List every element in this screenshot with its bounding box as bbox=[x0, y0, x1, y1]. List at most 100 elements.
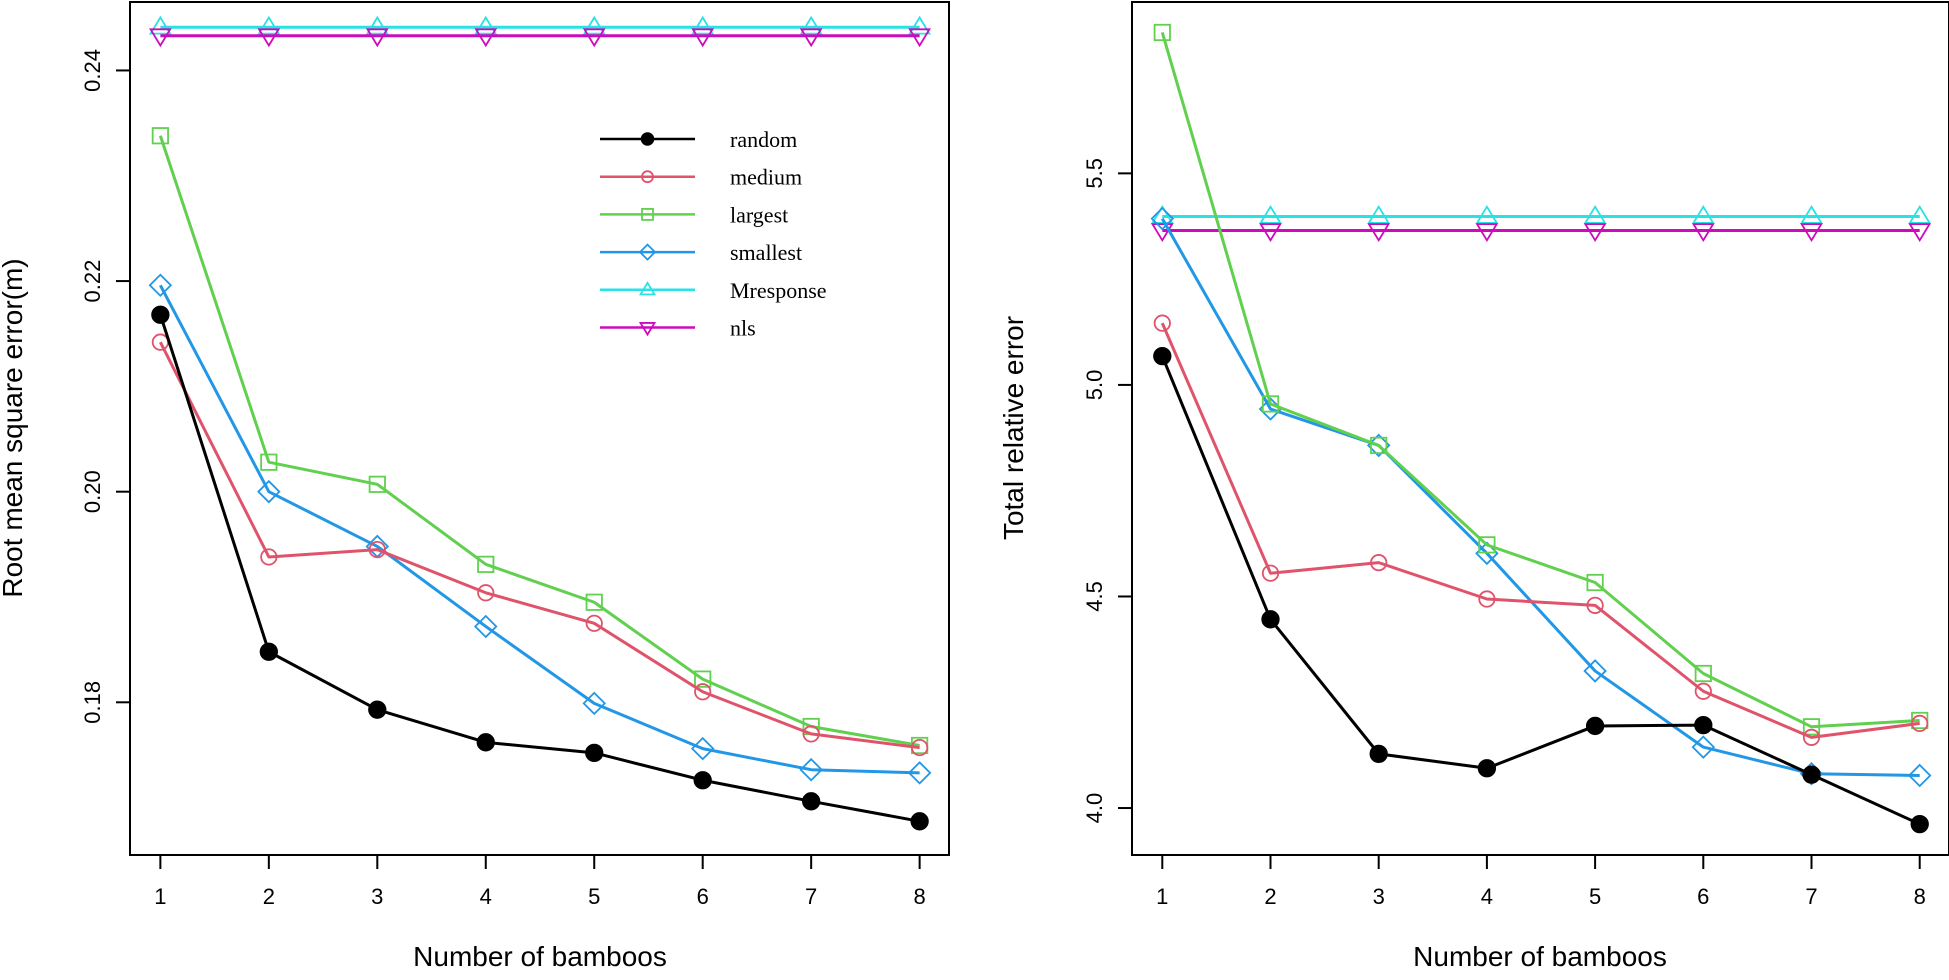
legend-label: nls bbox=[730, 316, 756, 341]
relative-error-point-medium bbox=[1261, 564, 1280, 582]
rmse-point-mresponse bbox=[582, 15, 606, 35]
rmse-point-largest bbox=[694, 670, 712, 688]
legend-label: smallest bbox=[730, 240, 802, 265]
rmse-y-tick-label: 0.20 bbox=[80, 470, 105, 513]
rmse-point-nls bbox=[148, 28, 172, 48]
relative-error-x-tick-label: 6 bbox=[1697, 884, 1709, 909]
rmse-x-tick-label: 8 bbox=[914, 884, 926, 909]
relative-error-point-largest bbox=[1802, 718, 1821, 736]
relative-error-point-largest bbox=[1153, 23, 1171, 42]
rmse-point-random bbox=[476, 733, 495, 752]
relative-error-line-largest bbox=[1160, 32, 1920, 729]
relative-error-point-medium bbox=[1153, 314, 1171, 332]
relative-error-series-smallest bbox=[1150, 206, 1932, 788]
rmse-x-tick-label: 6 bbox=[697, 884, 709, 909]
rmse-series-medium bbox=[151, 333, 929, 757]
rmse-point-largest bbox=[260, 453, 278, 471]
rmse-point-largest bbox=[368, 475, 386, 493]
relative-error-point-random bbox=[1694, 715, 1713, 735]
rmse-point-nls bbox=[365, 28, 389, 48]
rmse-series-largest bbox=[151, 127, 929, 755]
rmse-series-random bbox=[151, 305, 929, 831]
relative-error-x-tick-label: 3 bbox=[1373, 884, 1385, 909]
rmse-y-tick-label: 0.22 bbox=[80, 260, 105, 303]
legend-label: medium bbox=[730, 165, 802, 190]
relative-error-point-nls bbox=[1259, 223, 1282, 243]
rmse-point-smallest bbox=[148, 273, 173, 298]
legend-swatch-marker bbox=[641, 170, 654, 184]
relative-error-line-smallest bbox=[1160, 217, 1920, 777]
relative-error-point-random bbox=[1585, 716, 1605, 736]
rmse-point-smallest bbox=[473, 614, 498, 639]
rmse-point-random bbox=[259, 642, 278, 661]
rmse-point-medium bbox=[260, 548, 278, 566]
rmse-point-medium bbox=[911, 738, 929, 757]
relative-error-point-random bbox=[1477, 759, 1497, 778]
relative-error-point-mresponse bbox=[1691, 204, 1715, 224]
rmse-y-tick-label: 0.18 bbox=[80, 681, 105, 724]
relative-error-point-mresponse bbox=[1259, 204, 1282, 224]
relative-error-point-nls bbox=[1908, 223, 1932, 243]
relative-error-point-random bbox=[1369, 744, 1388, 764]
legend-swatch-marker bbox=[638, 322, 657, 337]
relative-error-x-tick-label: 1 bbox=[1156, 884, 1168, 909]
rmse-x-tick-label: 7 bbox=[805, 884, 817, 909]
rmse-point-mresponse bbox=[691, 15, 715, 35]
rmse-point-smallest bbox=[690, 736, 715, 761]
rmse-point-mresponse bbox=[908, 15, 932, 35]
rmse-point-random bbox=[910, 812, 929, 831]
rmse-series-nls bbox=[148, 28, 932, 48]
relative-error-point-nls bbox=[1800, 223, 1823, 243]
relative-error-y-tick-label: 4.0 bbox=[1082, 793, 1107, 824]
rmse-x-tick-label: 1 bbox=[154, 884, 166, 909]
rmse-point-medium bbox=[585, 614, 603, 632]
rmse-point-medium bbox=[694, 683, 712, 701]
relative-error-point-mresponse bbox=[1800, 204, 1823, 224]
relative-error-y-tick-label: 5.0 bbox=[1082, 370, 1107, 401]
relative-error-series-medium bbox=[1153, 314, 1929, 746]
rmse-point-medium bbox=[368, 541, 386, 559]
legend: random medium largest smallest Mresponse nls bbox=[600, 127, 827, 341]
rmse-point-nls bbox=[691, 28, 715, 48]
rmse-line-random bbox=[158, 314, 920, 823]
relative-error-point-smallest bbox=[1583, 659, 1607, 683]
relative-error-series-mresponse bbox=[1150, 204, 1932, 224]
rmse-series-mresponse bbox=[148, 15, 932, 35]
legend-item-smallest: smallest bbox=[600, 240, 802, 265]
rmse-point-mresponse bbox=[474, 15, 498, 35]
legend-label: random bbox=[730, 127, 797, 152]
rmse-x-tick-label: 5 bbox=[588, 884, 600, 909]
rmse-panel: Number of bamboos Root mean square error… bbox=[0, 1, 950, 972]
relative-error-point-medium bbox=[1694, 682, 1712, 700]
rmse-series-smallest bbox=[148, 273, 932, 785]
legend-item-medium: medium bbox=[600, 165, 802, 190]
rmse-point-mresponse bbox=[148, 15, 172, 35]
relative-error-line-medium bbox=[1160, 322, 1920, 739]
legend-item-random: random bbox=[600, 127, 797, 152]
rmse-point-smallest bbox=[582, 691, 607, 716]
relative-error-point-smallest bbox=[1691, 735, 1716, 759]
relative-error-point-largest bbox=[1694, 664, 1712, 683]
relative-error-point-medium bbox=[1586, 596, 1604, 614]
rmse-x-tick-label: 3 bbox=[371, 884, 383, 909]
rmse-plot-frame bbox=[129, 1, 950, 856]
legend-item-mresponse: Mresponse bbox=[600, 278, 827, 303]
rmse-line-smallest bbox=[159, 284, 920, 775]
rmse-point-mresponse bbox=[799, 15, 823, 35]
relative-error-point-random bbox=[1153, 346, 1172, 366]
relative-error-point-medium bbox=[1370, 554, 1388, 572]
rmse-point-smallest bbox=[257, 479, 281, 504]
rmse-point-mresponse bbox=[365, 15, 389, 35]
legend-label: Mresponse bbox=[730, 278, 827, 303]
rmse-point-nls bbox=[799, 28, 823, 48]
rmse-point-random bbox=[802, 792, 821, 811]
relative-error-point-random bbox=[1261, 610, 1280, 629]
relative-error-panel: Number of bamboos Total relative error 1… bbox=[998, 1, 1949, 972]
legend-label: largest bbox=[730, 202, 788, 227]
relative-error-point-largest bbox=[1370, 436, 1388, 455]
relative-error-point-medium bbox=[1478, 590, 1496, 608]
relative-error-series-nls bbox=[1150, 223, 1932, 243]
rmse-point-mresponse bbox=[257, 15, 281, 35]
legend-swatch-marker bbox=[641, 207, 654, 221]
